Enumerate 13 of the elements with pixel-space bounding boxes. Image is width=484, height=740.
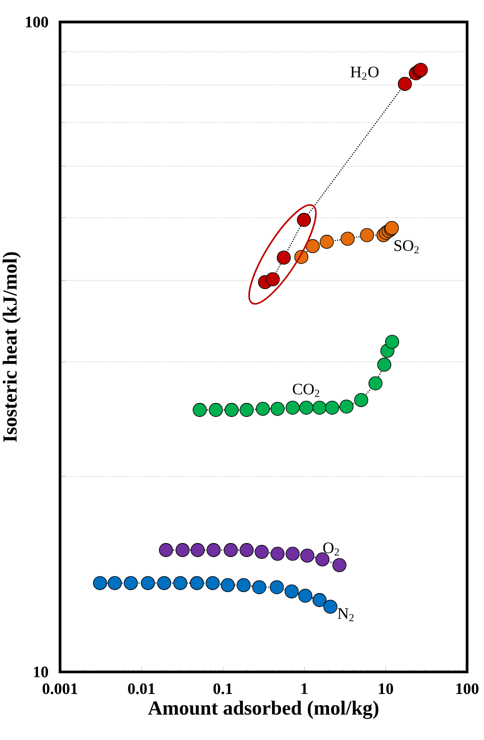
series-label: H$_{2}$O bbox=[350, 66, 379, 80]
y-axis-title: Isosteric heat (kJ/mol) bbox=[2, 252, 21, 442]
series-label: O$_{2}$ bbox=[323, 542, 339, 556]
x-tick-label: 1 bbox=[302, 683, 308, 694]
series-label: N$_{2}$ bbox=[338, 608, 354, 622]
x-tick-label: 100 bbox=[456, 683, 478, 694]
x-tick-label: 0.01 bbox=[128, 683, 155, 694]
x-tick-label: 0.001 bbox=[42, 683, 78, 694]
x-tick-label: 10 bbox=[378, 683, 394, 694]
series-label: SO$_{2}$ bbox=[394, 240, 419, 254]
x-axis-title: Amount adsorbed (mol/kg) bbox=[148, 700, 378, 719]
series-label: CO$_{2}$ bbox=[292, 384, 320, 397]
x-tick-label: 0.1 bbox=[213, 683, 232, 694]
